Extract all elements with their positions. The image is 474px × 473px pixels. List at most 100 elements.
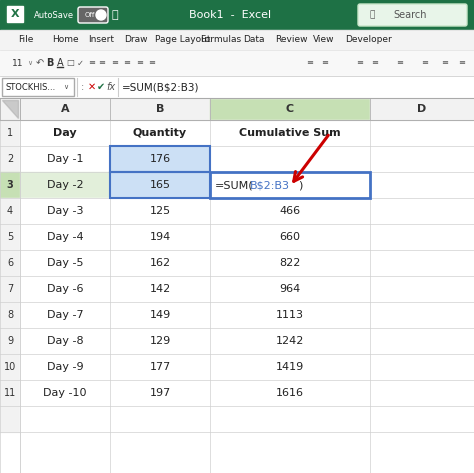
Bar xyxy=(0,328,20,354)
Text: 🔍: 🔍 xyxy=(370,10,375,19)
Bar xyxy=(370,328,474,354)
Text: Day -4: Day -4 xyxy=(46,232,83,242)
Text: 197: 197 xyxy=(149,388,171,398)
Bar xyxy=(0,276,20,302)
Text: B$2:B3: B$2:B3 xyxy=(250,180,290,190)
Text: 194: 194 xyxy=(149,232,171,242)
Bar xyxy=(110,98,210,120)
Text: Quantity: Quantity xyxy=(133,128,187,138)
Bar xyxy=(370,172,474,198)
Text: ≡: ≡ xyxy=(321,59,328,68)
Text: ✕: ✕ xyxy=(88,82,96,92)
Bar xyxy=(210,198,370,224)
Text: ≡: ≡ xyxy=(148,59,155,68)
Bar xyxy=(210,120,370,146)
Bar xyxy=(370,250,474,276)
Text: =SUM(: =SUM( xyxy=(215,180,254,190)
Text: ≡: ≡ xyxy=(372,59,379,68)
Bar xyxy=(110,172,210,198)
Bar xyxy=(0,50,474,76)
Bar xyxy=(20,250,110,276)
Text: 6: 6 xyxy=(7,258,13,268)
Bar xyxy=(0,224,20,250)
Text: ≡: ≡ xyxy=(307,59,313,68)
Text: 1113: 1113 xyxy=(276,310,304,320)
Text: ≡: ≡ xyxy=(356,59,364,68)
Circle shape xyxy=(96,10,106,20)
Text: 165: 165 xyxy=(149,180,171,190)
Bar xyxy=(0,146,20,172)
Text: C: C xyxy=(286,104,294,114)
Text: Search: Search xyxy=(393,10,427,20)
Text: 1419: 1419 xyxy=(276,362,304,372)
Bar xyxy=(210,98,370,120)
Bar xyxy=(0,76,474,98)
Text: fx: fx xyxy=(107,82,116,92)
Bar xyxy=(110,406,210,432)
Bar xyxy=(5,4,25,24)
Text: Cumulative Sum: Cumulative Sum xyxy=(239,128,341,138)
Text: ≡: ≡ xyxy=(111,59,118,68)
Bar xyxy=(110,146,210,172)
Bar xyxy=(370,276,474,302)
Bar xyxy=(20,302,110,328)
Text: B: B xyxy=(156,104,164,114)
Bar xyxy=(370,98,474,120)
Bar xyxy=(110,276,210,302)
Bar xyxy=(0,98,474,473)
Text: Review: Review xyxy=(275,35,308,44)
Bar xyxy=(0,406,20,432)
Text: 1: 1 xyxy=(7,128,13,138)
Text: 125: 125 xyxy=(149,206,171,216)
Text: 11: 11 xyxy=(4,388,16,398)
Text: 964: 964 xyxy=(279,284,301,294)
Text: :: : xyxy=(82,82,85,92)
Text: 4: 4 xyxy=(7,206,13,216)
Bar xyxy=(210,250,370,276)
Bar xyxy=(370,354,474,380)
Text: 162: 162 xyxy=(149,258,171,268)
Text: View: View xyxy=(313,35,335,44)
Text: Day: Day xyxy=(53,128,77,138)
Text: 822: 822 xyxy=(279,258,301,268)
Bar xyxy=(0,98,474,120)
Bar xyxy=(210,224,370,250)
Text: Day -3: Day -3 xyxy=(47,206,83,216)
Bar xyxy=(210,276,370,302)
Bar xyxy=(110,328,210,354)
Text: 7: 7 xyxy=(7,284,13,294)
Bar xyxy=(20,172,110,198)
FancyBboxPatch shape xyxy=(358,4,467,26)
Text: X: X xyxy=(11,9,19,19)
Bar xyxy=(0,98,20,120)
Text: ≡: ≡ xyxy=(441,59,448,68)
Text: ✔: ✔ xyxy=(97,82,105,92)
Bar xyxy=(20,328,110,354)
Bar xyxy=(20,224,110,250)
Text: ≡: ≡ xyxy=(89,59,95,68)
Text: 129: 129 xyxy=(149,336,171,346)
Polygon shape xyxy=(2,100,18,118)
Bar xyxy=(20,406,110,432)
Bar xyxy=(0,120,20,146)
Bar xyxy=(20,354,110,380)
Bar xyxy=(2,78,74,96)
Text: ∨: ∨ xyxy=(27,60,33,66)
Bar xyxy=(20,120,110,146)
Bar xyxy=(370,380,474,406)
Bar xyxy=(210,172,370,198)
Text: Day -1: Day -1 xyxy=(47,154,83,164)
Text: ≡: ≡ xyxy=(396,59,403,68)
Bar xyxy=(110,120,210,146)
FancyBboxPatch shape xyxy=(78,7,108,23)
Text: 149: 149 xyxy=(149,310,171,320)
Bar xyxy=(210,406,370,432)
Text: 10: 10 xyxy=(4,362,16,372)
Bar xyxy=(110,172,210,198)
Text: 1242: 1242 xyxy=(276,336,304,346)
Text: Day -2: Day -2 xyxy=(46,180,83,190)
Bar xyxy=(20,146,110,172)
Bar xyxy=(210,354,370,380)
Bar xyxy=(370,224,474,250)
Bar xyxy=(0,198,20,224)
